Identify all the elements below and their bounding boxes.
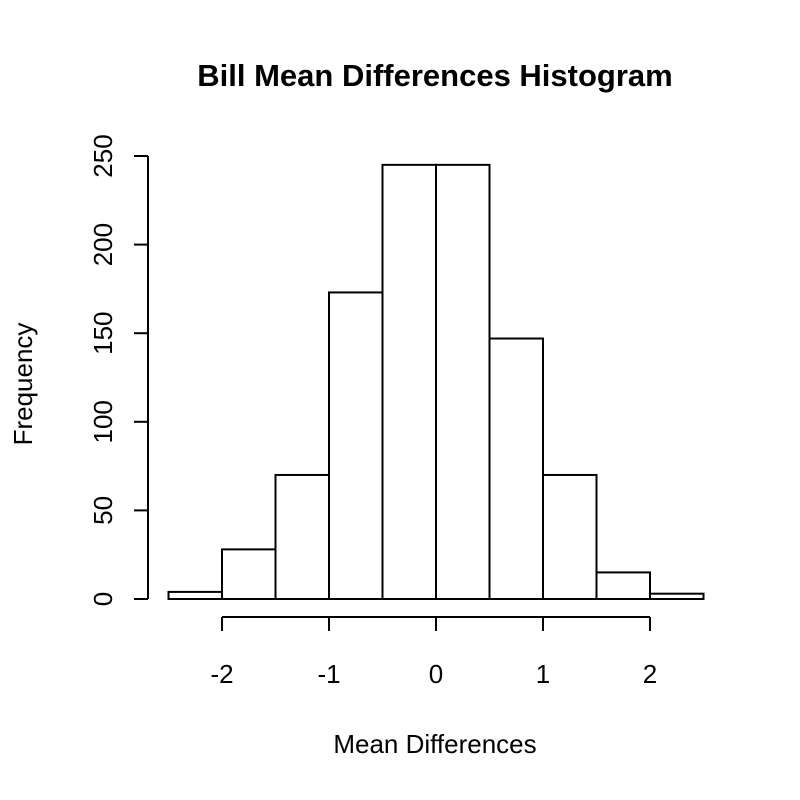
y-tick-label: 0: [88, 592, 118, 606]
x-tick-label: 1: [536, 659, 550, 689]
histogram-bar: [381, 163, 437, 601]
y-tick-label: 100: [88, 400, 118, 443]
y-axis-label: Frequency: [8, 323, 38, 446]
x-axis: -2 -1 0 1 2: [210, 616, 657, 689]
y-tick-label: 200: [88, 223, 118, 266]
x-tick-label: -2: [210, 659, 233, 689]
x-tick-label: -1: [317, 659, 340, 689]
y-tick-label: 50: [88, 496, 118, 525]
histogram-bar: [488, 337, 544, 600]
x-tick-label: 2: [643, 659, 657, 689]
x-tick-label: 0: [429, 659, 443, 689]
histogram-bar: [328, 291, 384, 600]
y-tick-label: 150: [88, 312, 118, 355]
y-tick-label: 250: [88, 134, 118, 177]
histogram-bar: [542, 473, 598, 600]
bars-group: [167, 163, 705, 601]
histogram-bar: [167, 590, 223, 600]
histogram-bar: [649, 592, 705, 601]
x-axis-label: Mean Differences: [333, 729, 536, 759]
histogram-bar: [274, 473, 330, 600]
histogram-bar: [595, 571, 651, 600]
y-axis: 0 50 100 150 200 250: [88, 134, 149, 606]
chart-title: Bill Mean Differences Histogram: [197, 58, 672, 93]
histogram-bar: [221, 548, 277, 600]
histogram-bar: [435, 163, 491, 601]
